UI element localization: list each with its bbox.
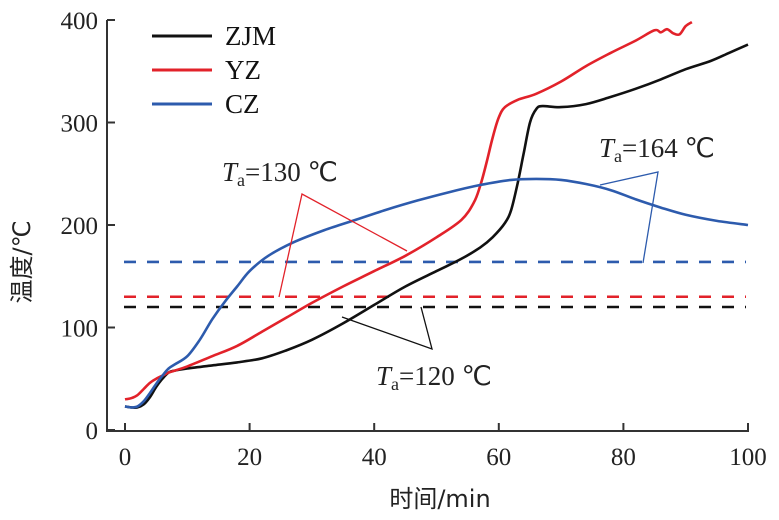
y-tick-label: 400: [61, 8, 99, 35]
legend-label-zjm: ZJM: [225, 21, 276, 51]
legend-label-yz: YZ: [225, 55, 261, 85]
series-line-yz: [124, 20, 693, 401]
annotation-120: Ta=120 ℃: [376, 361, 492, 394]
legend: ZJM YZ CZ: [152, 21, 276, 119]
series-line-cz: [124, 177, 749, 409]
x-axis-title: 时间/min: [389, 485, 490, 513]
x-tick-label: 80: [611, 444, 636, 471]
annotation-130: Ta=130 ℃: [222, 157, 338, 190]
leader-130: [278, 193, 408, 298]
x-tick-label: 100: [729, 444, 767, 471]
x-tick-label: 60: [486, 444, 511, 471]
y-tick-label: 200: [61, 213, 99, 240]
leader-120: [341, 306, 433, 351]
y-axis-title: 温度/℃: [8, 220, 36, 303]
x-tick-label: 40: [362, 444, 387, 471]
annotation-164: Ta=164 ℃: [599, 133, 715, 166]
series-line-zjm: [124, 43, 749, 410]
x-tick-label: 0: [119, 444, 132, 471]
legend-label-cz: CZ: [225, 89, 260, 119]
y-tick-label: 0: [86, 418, 99, 445]
y-tick-label: 300: [61, 111, 99, 138]
leader-164: [599, 171, 659, 264]
x-tick-label: 20: [237, 444, 262, 471]
y-tick-label: 100: [61, 316, 99, 343]
